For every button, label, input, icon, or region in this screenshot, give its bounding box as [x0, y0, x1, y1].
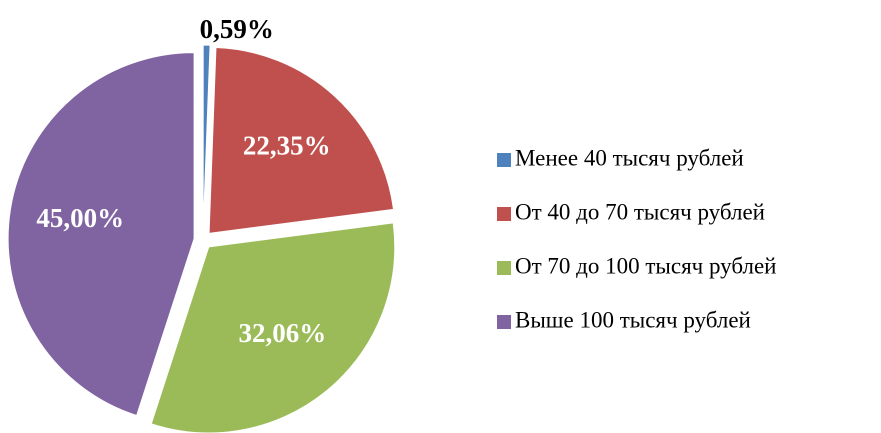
legend-swatch — [497, 207, 511, 221]
data-label: 22,35% — [243, 130, 331, 160]
legend-swatch — [497, 261, 511, 275]
pie-slice — [208, 46, 395, 234]
pie-slice — [202, 44, 211, 232]
data-label: 32,06% — [239, 318, 327, 348]
legend-label: Выше 100 тысяч рублей — [515, 307, 751, 332]
data-label: 45,00% — [36, 203, 124, 233]
legend-label: От 70 до 100 тысяч рублей — [515, 253, 777, 278]
pie-slice — [7, 52, 195, 417]
legend-label: Менее 40 тысяч рублей — [515, 145, 744, 170]
legend-swatch — [497, 153, 511, 167]
legend-swatch — [497, 315, 511, 329]
legend-label: От 40 до 70 тысяч рублей — [515, 199, 765, 224]
data-label: 0,59% — [200, 14, 274, 44]
